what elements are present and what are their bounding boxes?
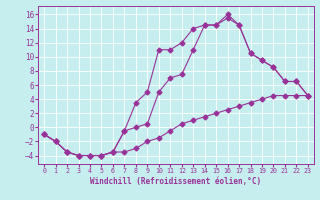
- X-axis label: Windchill (Refroidissement éolien,°C): Windchill (Refroidissement éolien,°C): [91, 177, 261, 186]
